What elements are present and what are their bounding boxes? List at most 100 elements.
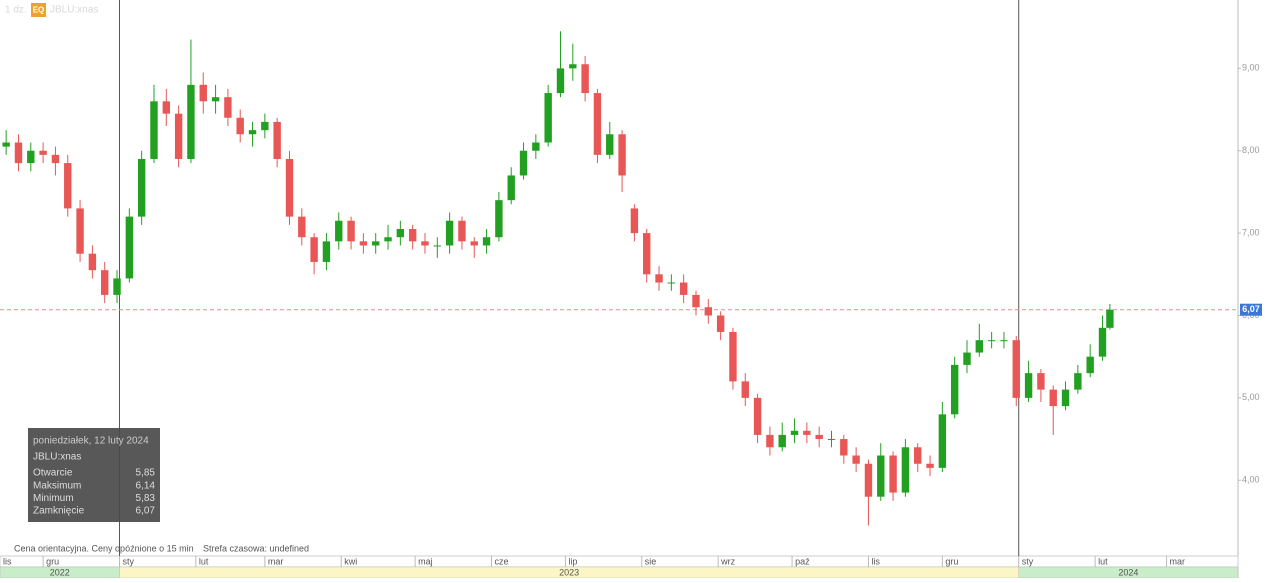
candle-body [125, 216, 134, 279]
candle-body [224, 97, 232, 118]
candle-body [39, 150, 47, 155]
tooltip-box [28, 428, 160, 522]
last-price-label: 6,07 [1242, 304, 1260, 314]
x-tick-label: lis [871, 556, 880, 566]
year-label: 2024 [1118, 567, 1138, 577]
candle-body [396, 228, 405, 238]
x-tick-label: mar [1170, 556, 1186, 566]
x-tick-label: lut [199, 556, 209, 566]
candle-body [716, 315, 725, 332]
candle-body [889, 455, 897, 493]
candle-body [14, 142, 23, 164]
x-tick-label: lip [568, 556, 577, 566]
candle-body [987, 340, 996, 342]
candle-body [766, 434, 774, 448]
candle-body [667, 282, 676, 284]
y-tick-label: 4,00 [1242, 475, 1260, 485]
candle-body [1074, 373, 1082, 390]
candle-body [556, 68, 565, 94]
candle-body [101, 270, 109, 295]
candle-body [285, 158, 294, 217]
candle-body [1037, 373, 1045, 390]
candle-body [408, 228, 417, 242]
tooltip-row-label: Maksimum [33, 480, 81, 491]
tooltip-symbol: JBLU:xnas [33, 452, 81, 463]
y-tick-label: 8,00 [1242, 145, 1260, 155]
candle-body [704, 307, 713, 316]
symbol: JBLU:xnas [50, 5, 98, 16]
interval: 1 dz. [5, 5, 27, 16]
y-tick-label: 7,00 [1242, 227, 1260, 237]
candle-body [458, 220, 466, 242]
year-label: 2022 [50, 567, 70, 577]
candle-body [827, 439, 836, 441]
candle-body [162, 101, 170, 114]
candle-body [76, 208, 84, 254]
candle-body [174, 113, 183, 159]
candle-body [950, 364, 959, 415]
x-tick-label: lut [1098, 556, 1108, 566]
candle-body [359, 241, 368, 246]
candle-body [88, 253, 97, 271]
candle-body [1106, 309, 1114, 328]
candle-body [470, 241, 478, 246]
x-tick-label: kwi [344, 556, 357, 566]
candle-body [384, 237, 392, 242]
x-tick-label: paź [795, 556, 810, 566]
candle-body [64, 163, 72, 209]
candle-body [532, 142, 540, 151]
tooltip-row-value: 5,85 [136, 468, 156, 479]
candle-body [273, 121, 281, 159]
x-tick-label: sty [122, 556, 134, 566]
candle-body [199, 84, 207, 102]
candle-body [445, 220, 454, 246]
candle-body [606, 134, 614, 155]
year-label: 2023 [559, 567, 579, 577]
tooltip-row-label: Zamknięcie [33, 506, 85, 517]
candle-body [1049, 389, 1057, 407]
candle-body [261, 121, 269, 131]
candle-body [1000, 340, 1008, 342]
x-tick-label: lis [3, 556, 12, 566]
candle-body [298, 216, 306, 238]
tooltip-rows: Otwarcie 5,85 Maksimum 6,14 Minimum 5,83 Zamkn… [33, 468, 155, 517]
candle-body [1086, 356, 1094, 374]
tooltip-row-value: 6,14 [136, 480, 156, 491]
candle-body [655, 274, 663, 283]
candle-body [630, 208, 639, 234]
x-tick-label: gru [46, 556, 59, 566]
candle-body [643, 233, 651, 275]
x-tick-label: sty [1022, 556, 1034, 566]
x-tick-label: maj [418, 556, 433, 566]
candle-body [113, 278, 121, 295]
candle-body [482, 237, 491, 246]
tooltip-row-value: 6,07 [136, 506, 156, 517]
candle-body [335, 220, 343, 242]
candle-body [544, 93, 552, 143]
candle-body [27, 150, 35, 164]
candle-body [729, 331, 737, 382]
candle-body [593, 93, 602, 155]
candle-body [347, 220, 355, 242]
candle-body [926, 463, 934, 468]
y-tick-label: 9,00 [1242, 63, 1260, 73]
candle-body [1061, 389, 1070, 407]
candle-body [372, 241, 380, 246]
x-tick-label: cze [495, 556, 509, 566]
candle-body [679, 282, 688, 295]
badge: EQ [33, 6, 45, 15]
candle-body [51, 154, 60, 164]
candle-body [187, 84, 195, 159]
candle-body [938, 414, 947, 468]
candle-body [753, 397, 762, 435]
candle-body [507, 175, 515, 201]
badge-bg [31, 3, 46, 17]
tooltip-row-label: Otwarcie [33, 468, 73, 479]
candle-body [852, 455, 860, 464]
candle-body [975, 340, 984, 353]
y-tick-label: 5,00 [1242, 392, 1260, 402]
candle-body [1012, 340, 1020, 398]
x-tick-label: mar [268, 556, 284, 566]
candle-body [2, 142, 10, 147]
